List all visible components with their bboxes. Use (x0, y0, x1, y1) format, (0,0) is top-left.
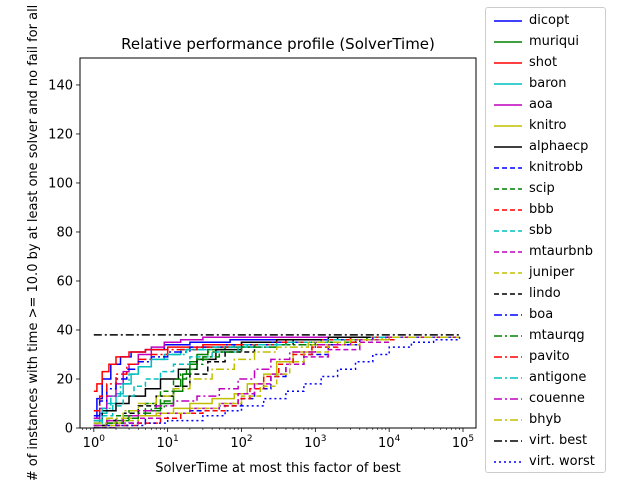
legend-item: shot (486, 53, 604, 74)
legend-item: sbb (486, 221, 604, 242)
chart-title: Relative performance profile (SolverTime… (121, 35, 435, 53)
legend-item: alphaecp (486, 137, 604, 158)
legend-label: bbb (529, 202, 554, 217)
x-tick-label: 100 (83, 434, 106, 451)
legend-item: bbb (486, 200, 604, 221)
legend-item: mtaurqg (486, 326, 604, 347)
series-line-bbb (93, 336, 460, 428)
legend-swatch (494, 83, 522, 85)
legend-swatch (494, 461, 522, 463)
legend-swatch (494, 104, 522, 106)
legend-label: sbb (529, 223, 553, 238)
y-tick-label: 20 (56, 372, 73, 387)
x-axis-label: SolverTime at most this factor of best (155, 461, 400, 476)
legend-label: knitrobb (529, 160, 583, 175)
legend-label: virt. best (529, 433, 588, 448)
y-tick-label: 0 (65, 422, 73, 437)
legend-swatch (494, 125, 522, 127)
legend-item: dicopt (486, 11, 604, 32)
legend-swatch (494, 419, 522, 421)
legend-label: virt. worst (529, 454, 595, 469)
legend-item: scip (486, 179, 604, 200)
y-axis-label: # of instances with time >= 10.0 by at l… (26, 5, 41, 480)
series-line-bhyb (93, 336, 460, 424)
legend-swatch (494, 146, 522, 148)
y-tick-label: 40 (56, 323, 73, 338)
plot-area-background (80, 58, 476, 428)
y-tick-label: 120 (48, 127, 73, 142)
legend-label: mtaurqg (529, 328, 585, 343)
legend-swatch (494, 41, 522, 43)
legend-label: mtaurbnb (529, 244, 594, 259)
series-line-antigone (93, 336, 460, 422)
legend-swatch (494, 188, 522, 190)
legend-item: aoa (486, 95, 604, 116)
legend-label: scip (529, 181, 555, 196)
y-tick-label: 100 (48, 176, 73, 191)
legend-item: bhyb (486, 410, 604, 431)
legend-label: dicopt (529, 13, 570, 28)
y-tick-label: 80 (56, 225, 73, 240)
legend-swatch (494, 377, 522, 379)
legend-swatch (494, 209, 522, 211)
series-line-sbb (93, 336, 460, 424)
y-tick-label: 60 (56, 274, 73, 289)
x-tick-label: 104 (378, 434, 401, 451)
series-line-mtaurbnb (93, 336, 460, 428)
legend-label: knitro (529, 118, 567, 133)
legend-swatch (494, 335, 522, 337)
legend-swatch (494, 314, 522, 316)
y-axis: 0 20 40 60 80 100 120 140 (48, 78, 80, 437)
legend-swatch (494, 20, 522, 22)
legend-swatch (494, 272, 522, 274)
legend-label: bhyb (529, 412, 562, 427)
legend-swatch (494, 398, 522, 400)
legend-label: lindo (529, 286, 561, 301)
legend-item: antigone (486, 368, 604, 389)
legend-label: aoa (529, 97, 553, 112)
legend-item: pavito (486, 347, 604, 368)
legend-item: juniper (486, 263, 604, 284)
series-line-couenne (93, 336, 460, 427)
legend-item: muriqui (486, 32, 604, 53)
y-tick-label: 140 (48, 78, 73, 93)
series-line-virt-worst (93, 337, 461, 428)
x-tick-label: 102 (230, 434, 252, 451)
legend-item: virt. best (486, 431, 604, 452)
legend-label: alphaecp (529, 139, 589, 154)
legend-swatch (494, 251, 522, 253)
x-axis: 100 101 102 103 104 105 (82, 428, 474, 451)
legend-item: knitro (486, 116, 604, 137)
legend-swatch (494, 167, 522, 169)
legend-label: baron (529, 76, 567, 91)
legend-swatch (494, 293, 522, 295)
legend-label: juniper (529, 265, 575, 280)
legend-swatch (494, 230, 522, 232)
legend-label: muriqui (529, 34, 579, 49)
legend-label: antigone (529, 370, 587, 385)
legend-item: virt. worst (486, 452, 604, 473)
legend-swatch (494, 440, 522, 442)
legend-item: boa (486, 305, 604, 326)
legend-item: couenne (486, 389, 604, 410)
x-tick-label: 101 (157, 434, 179, 451)
legend-label: boa (529, 307, 554, 322)
x-tick-label: 105 (452, 434, 474, 451)
legend-item: lindo (486, 284, 604, 305)
legend-label: couenne (529, 391, 585, 406)
legend-swatch (494, 356, 522, 358)
x-tick-label: 103 (304, 434, 326, 451)
legend-label: pavito (529, 349, 570, 364)
legend-item: baron (486, 74, 604, 95)
series-layer (93, 334, 461, 428)
legend: dicopt muriqui shot baron aoa knitro alphaecp k… (485, 7, 606, 473)
legend-label: shot (529, 55, 558, 70)
legend-item: mtaurbnb (486, 242, 604, 263)
legend-swatch (494, 62, 522, 64)
plot-area-frame (79, 57, 477, 429)
legend-item: knitrobb (486, 158, 604, 179)
